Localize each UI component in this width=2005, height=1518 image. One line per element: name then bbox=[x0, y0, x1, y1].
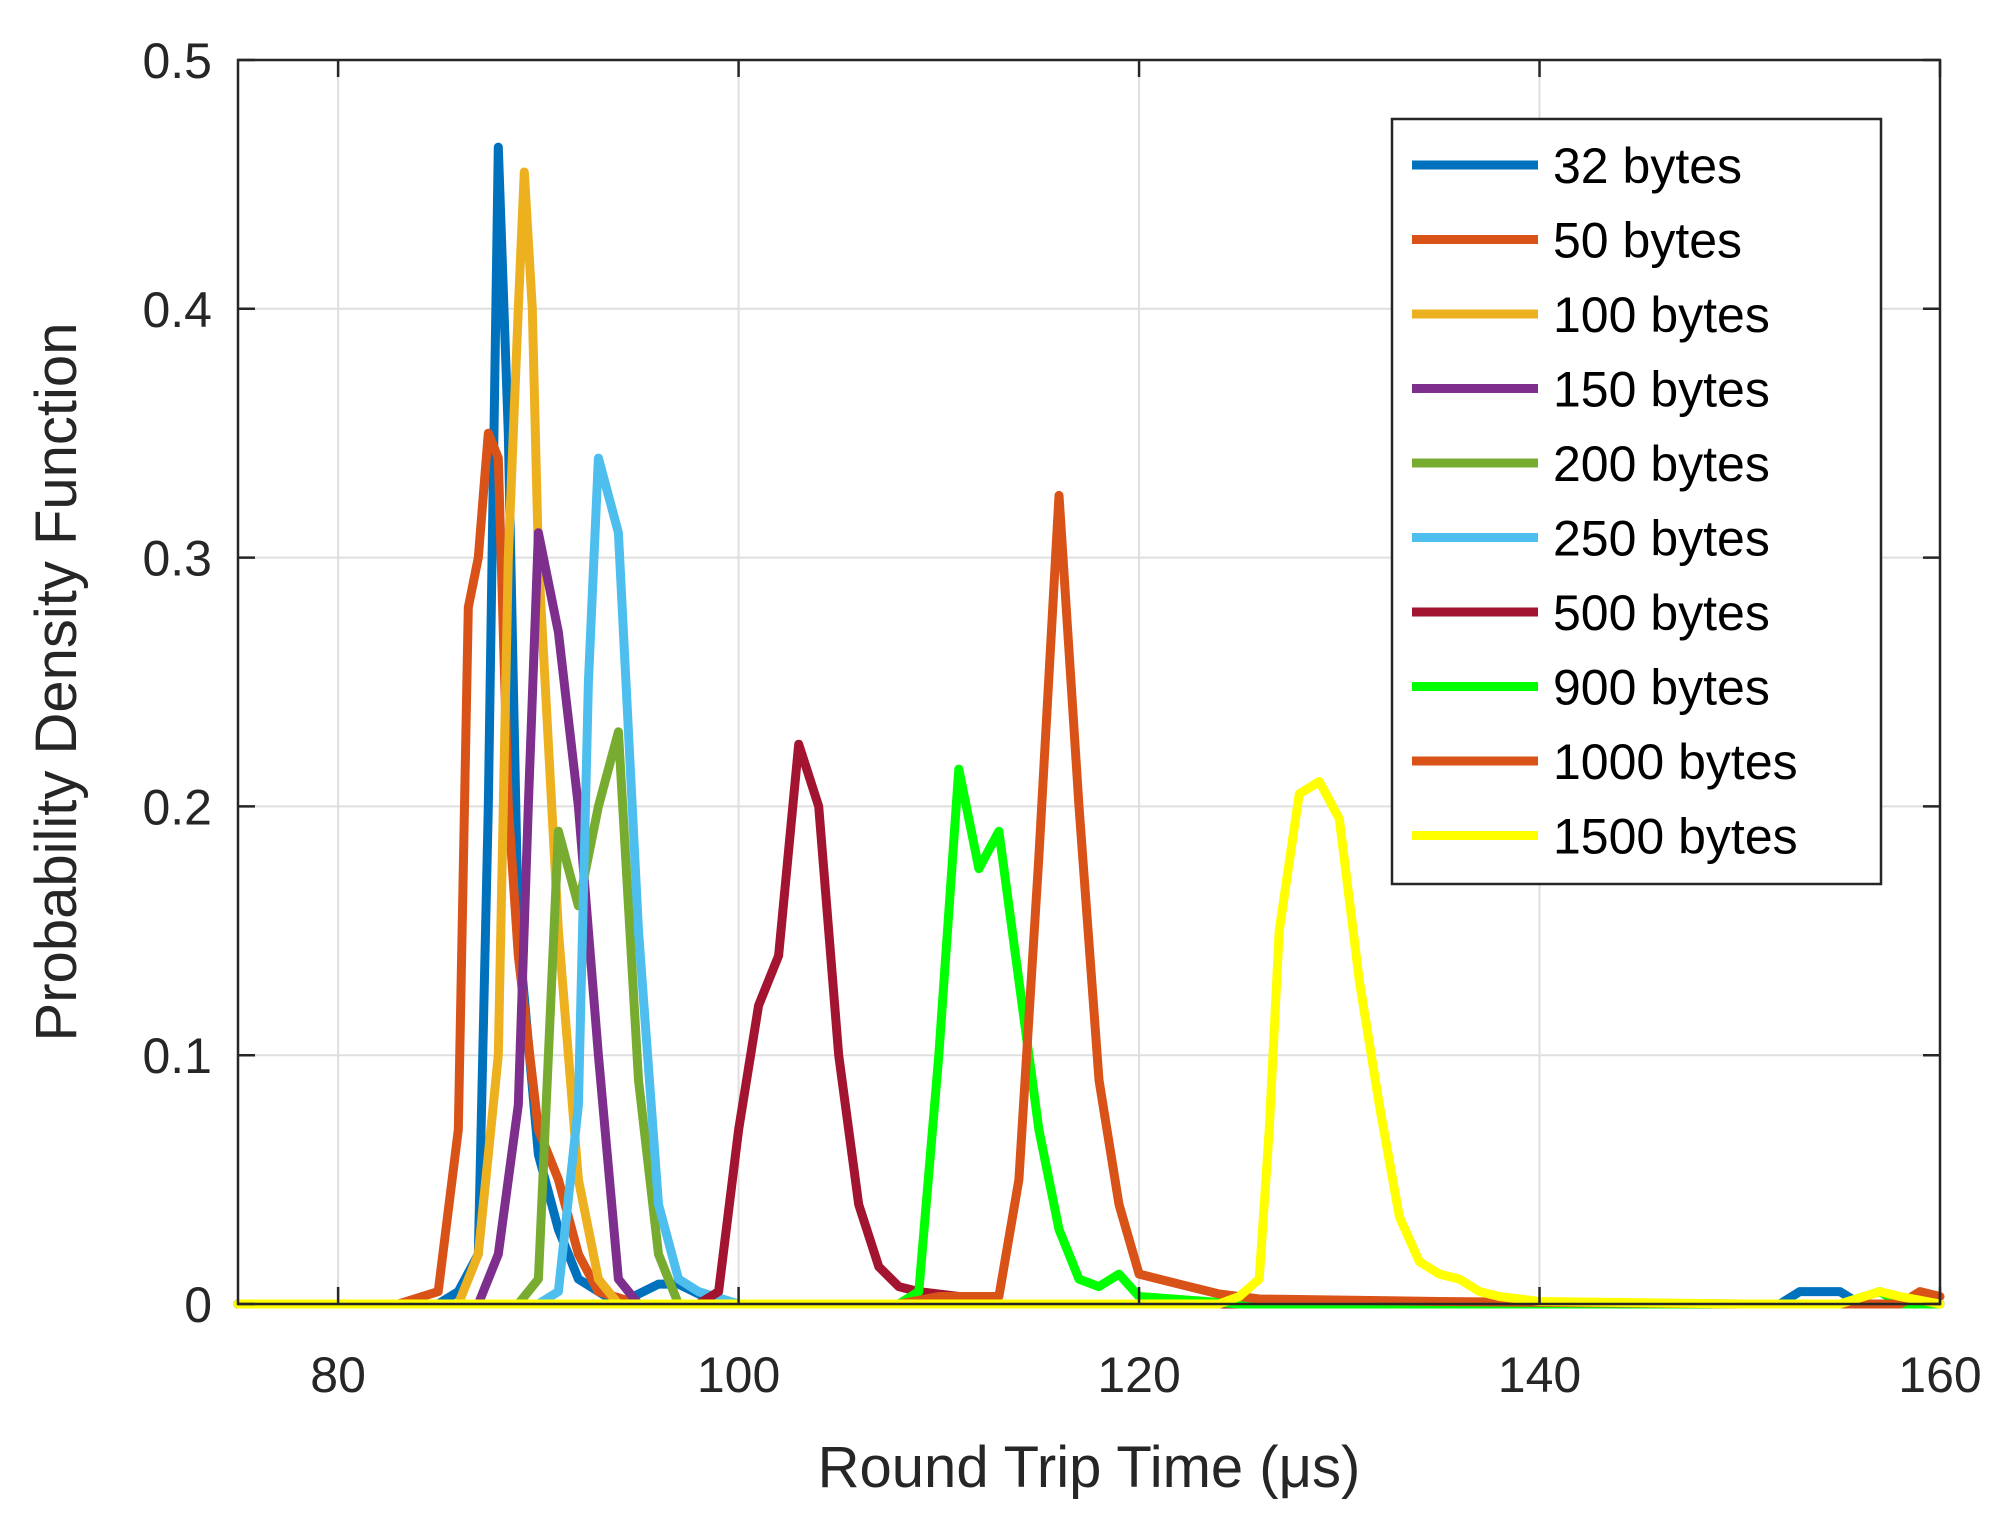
y-tick-label: 0.3 bbox=[142, 531, 212, 587]
legend-label: 50 bytes bbox=[1553, 213, 1742, 269]
plot-area-frame bbox=[236, 58, 1942, 1306]
series-lines bbox=[233, 142, 1945, 1309]
x-tick-label: 120 bbox=[1097, 1347, 1180, 1403]
y-axis-label: Probability Density Function bbox=[24, 323, 89, 1042]
legend: 32 bytes 50 bytes 100 bytes 150 bytes 200 by… bbox=[1390, 117, 1883, 886]
x-axis-label: Round Trip Time (μs) bbox=[818, 1435, 1361, 1500]
series-line-6 bbox=[233, 453, 1945, 1309]
y-axis-tick-labels: 0 0.1 0.2 0.3 0.4 0.5 bbox=[142, 33, 212, 1333]
x-axis-tick-labels: 80 100 120 140 160 bbox=[310, 1347, 1981, 1403]
y-tick-label: 0.2 bbox=[142, 779, 212, 835]
legend-label: 150 bytes bbox=[1553, 362, 1770, 418]
y-tick-label: 0.1 bbox=[142, 1028, 212, 1084]
legend-label: 250 bytes bbox=[1553, 511, 1770, 567]
legend-label: 1500 bytes bbox=[1553, 809, 1798, 865]
series-line-3 bbox=[233, 167, 1945, 1309]
legend-label: 900 bytes bbox=[1553, 660, 1770, 716]
series-line-4 bbox=[233, 528, 1945, 1309]
y-tick-label: 0.4 bbox=[142, 282, 212, 338]
series-line-5 bbox=[233, 727, 1945, 1309]
x-tick-label: 160 bbox=[1898, 1347, 1981, 1403]
y-tick-label: 0.5 bbox=[142, 33, 212, 89]
x-tick-label: 80 bbox=[310, 1347, 366, 1403]
legend-label: 1000 bytes bbox=[1553, 734, 1798, 790]
series-line-1 bbox=[233, 142, 1945, 1309]
legend-label: 100 bytes bbox=[1553, 287, 1770, 343]
legend-label: 500 bytes bbox=[1553, 585, 1770, 641]
axis-ticks bbox=[238, 58, 1942, 1306]
x-tick-label: 140 bbox=[1498, 1347, 1581, 1403]
x-tick-label: 100 bbox=[697, 1347, 780, 1403]
legend-label: 200 bytes bbox=[1553, 436, 1770, 492]
y-tick-label: 0 bbox=[184, 1277, 212, 1333]
legend-label: 32 bytes bbox=[1553, 138, 1742, 194]
legend-items: 32 bytes 50 bytes 100 bytes 150 bytes 200 by… bbox=[1412, 138, 1798, 865]
